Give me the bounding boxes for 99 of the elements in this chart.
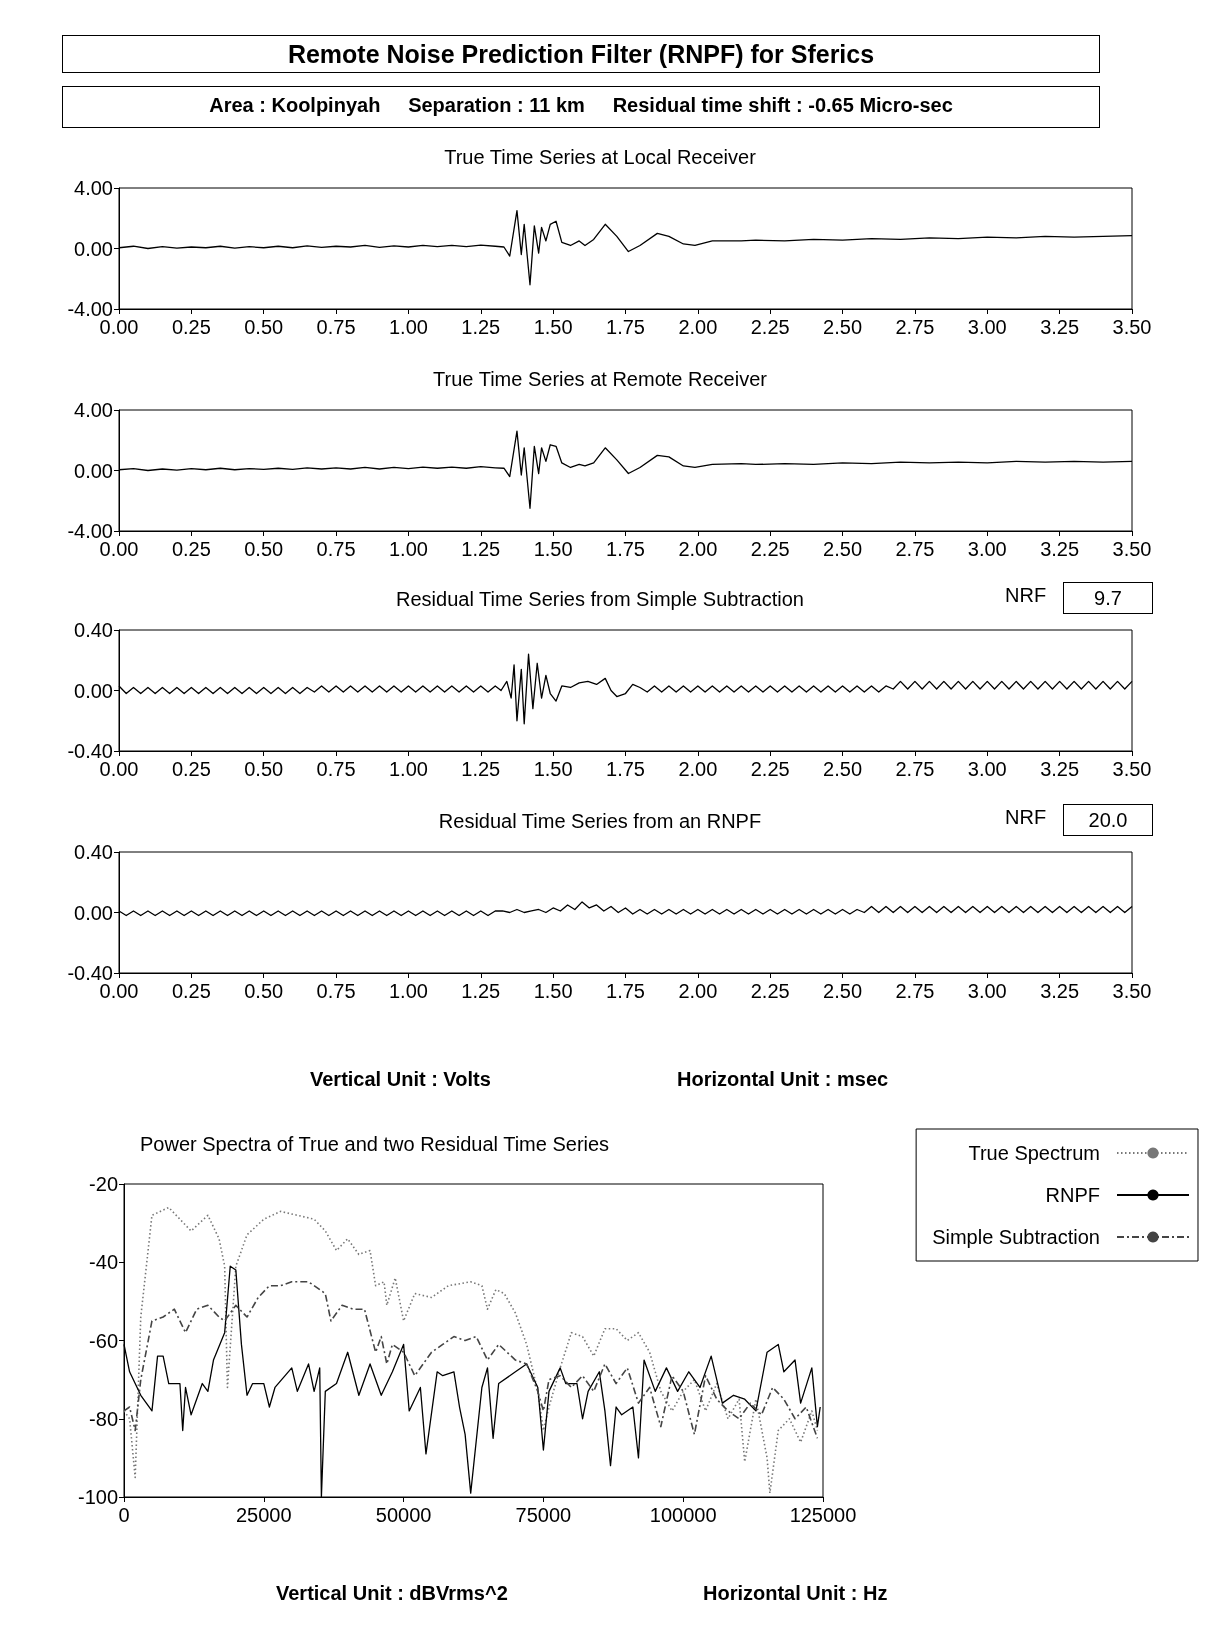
y-tick-label: 0.40	[74, 841, 113, 863]
y-tick-label: 0.00	[74, 901, 113, 924]
x-tick-label: 3.25	[1040, 316, 1080, 338]
y-tick-label: -0.40	[67, 740, 113, 762]
chart-title: Power Spectra of True and two Residual Time Series	[140, 1133, 610, 1155]
y-tick-label: -4.00	[67, 298, 113, 320]
x-tick-label: 100000	[649, 1504, 717, 1526]
x-tick-label: 25000	[235, 1504, 292, 1526]
x-tick-label: 3.25	[1040, 980, 1080, 1002]
x-tick-label: 1.00	[388, 538, 428, 560]
legend-label: True Spectrum	[968, 1142, 1100, 1164]
chart-title: Residual Time Series from Simple Subtraction	[396, 588, 804, 610]
y-tick-label: 0.40	[74, 619, 113, 641]
y-tick-label: 0.00	[74, 237, 113, 260]
x-tick-label: 1.75	[606, 980, 645, 1002]
line-series	[123, 1206, 819, 1494]
y-tick-label: -20	[89, 1173, 118, 1195]
x-tick-label: 2.25	[750, 980, 790, 1002]
x-tick-label: 50000	[375, 1504, 432, 1526]
x-tick-label: 3.50	[1112, 538, 1152, 560]
x-tick-label: 3.00	[967, 316, 1007, 338]
x-tick-label: 1.25	[461, 538, 501, 560]
x-tick-label: 3.00	[967, 758, 1007, 780]
x-tick-label: 2.00	[678, 980, 718, 1002]
x-tick-label: 75000	[515, 1504, 572, 1526]
x-tick-label: 3.50	[1112, 758, 1152, 780]
x-tick-label: 2.25	[750, 316, 790, 338]
x-tick-label: 1.25	[461, 758, 501, 780]
chart-title: Residual Time Series from an RNPF	[438, 810, 762, 832]
x-tick-label: 0.50	[244, 538, 284, 560]
x-tick-label: 0.75	[316, 538, 356, 560]
x-tick-label: 1.25	[461, 316, 501, 338]
legend-label: Simple Subtraction	[932, 1226, 1100, 1248]
x-tick-label: 1.75	[606, 316, 645, 338]
text: Area : Koolpinyah Separation : 11 km Residual time shift : -0.65 Micro-sec	[62, 86, 1100, 128]
x-tick-label: 1.50	[533, 980, 573, 1002]
x-tick-label: 3.00	[967, 538, 1007, 560]
text: Remote Noise Prediction Filter (RNPF) for Sferics	[62, 35, 1100, 73]
x-tick-label: 0.50	[244, 758, 284, 780]
line-series	[123, 1281, 819, 1440]
legend-label: RNPF	[1045, 1184, 1100, 1206]
x-tick-label: 2.75	[895, 980, 935, 1002]
x-tick-label: 3.00	[967, 980, 1007, 1002]
text: NRF	[1005, 584, 1047, 607]
x-tick-label: 2.25	[750, 538, 790, 560]
x-tick-label: 0.50	[244, 316, 284, 338]
x-tick-label: 0.75	[316, 316, 356, 338]
x-tick-label: 1.50	[533, 538, 573, 560]
x-tick-label: 1.25	[461, 980, 501, 1002]
y-tick-label: 0.00	[74, 679, 113, 702]
y-tick-label: -80	[89, 1407, 118, 1430]
text: Vertical Unit : Volts	[310, 1068, 491, 1091]
x-tick-label: 2.00	[678, 316, 718, 338]
text: 9.7	[1063, 582, 1153, 614]
x-tick-label: 2.50	[823, 538, 863, 560]
x-tick-label: 1.75	[606, 758, 645, 780]
x-tick-label: 0.25	[171, 316, 211, 338]
x-tick-label: 0.50	[244, 980, 284, 1002]
text: 20.0	[1063, 804, 1153, 836]
x-tick-label: 1.00	[388, 316, 428, 338]
x-tick-label: 0	[118, 1504, 130, 1526]
x-tick-label: 2.50	[823, 758, 863, 780]
y-tick-label: -40	[89, 1251, 118, 1274]
x-tick-label: 3.50	[1112, 316, 1152, 338]
y-tick-label: -100	[77, 1486, 118, 1508]
x-tick-label: 0.25	[171, 758, 211, 780]
x-tick-label: 0.75	[316, 980, 356, 1002]
x-tick-label: 2.75	[895, 316, 935, 338]
y-tick-label: 4.00	[74, 177, 113, 199]
text: Vertical Unit : dBVrms^2	[276, 1582, 508, 1605]
x-tick-label: 3.25	[1040, 758, 1080, 780]
x-tick-label: 125000	[789, 1504, 857, 1526]
x-tick-label: 2.25	[750, 758, 790, 780]
x-tick-label: 0.25	[171, 538, 211, 560]
x-tick-label: 0.75	[316, 758, 356, 780]
x-tick-label: 0.25	[171, 980, 211, 1002]
text: NRF	[1005, 806, 1047, 829]
x-tick-label: 1.00	[388, 980, 428, 1002]
x-axis-title: Horizontal Unit : Hz	[703, 1582, 888, 1605]
x-tick-label: 1.50	[533, 316, 573, 338]
x-tick-label: 3.25	[1040, 538, 1080, 560]
chart-title: True Time Series at Local Receiver	[444, 146, 757, 168]
x-tick-label: 1.50	[533, 758, 573, 780]
y-tick-label: 4.00	[74, 399, 113, 421]
x-tick-label: 1.00	[388, 758, 428, 780]
y-tick-label: -0.40	[67, 962, 113, 984]
x-tick-label: 2.75	[895, 758, 935, 780]
y-tick-label: 0.00	[74, 459, 113, 482]
x-tick-label: 3.50	[1112, 980, 1152, 1002]
chart-title: True Time Series at Remote Receiver	[433, 368, 768, 390]
x-tick-label: 1.75	[606, 538, 645, 560]
x-tick-label: 2.50	[823, 980, 863, 1002]
y-tick-label: -60	[89, 1329, 118, 1352]
x-axis-title: Horizontal Unit : msec	[677, 1068, 889, 1091]
x-tick-label: 2.00	[678, 758, 718, 780]
x-tick-label: 2.75	[895, 538, 935, 560]
x-tick-label: 2.00	[678, 538, 718, 560]
x-tick-label: 2.50	[823, 316, 863, 338]
y-tick-label: -4.00	[67, 520, 113, 542]
